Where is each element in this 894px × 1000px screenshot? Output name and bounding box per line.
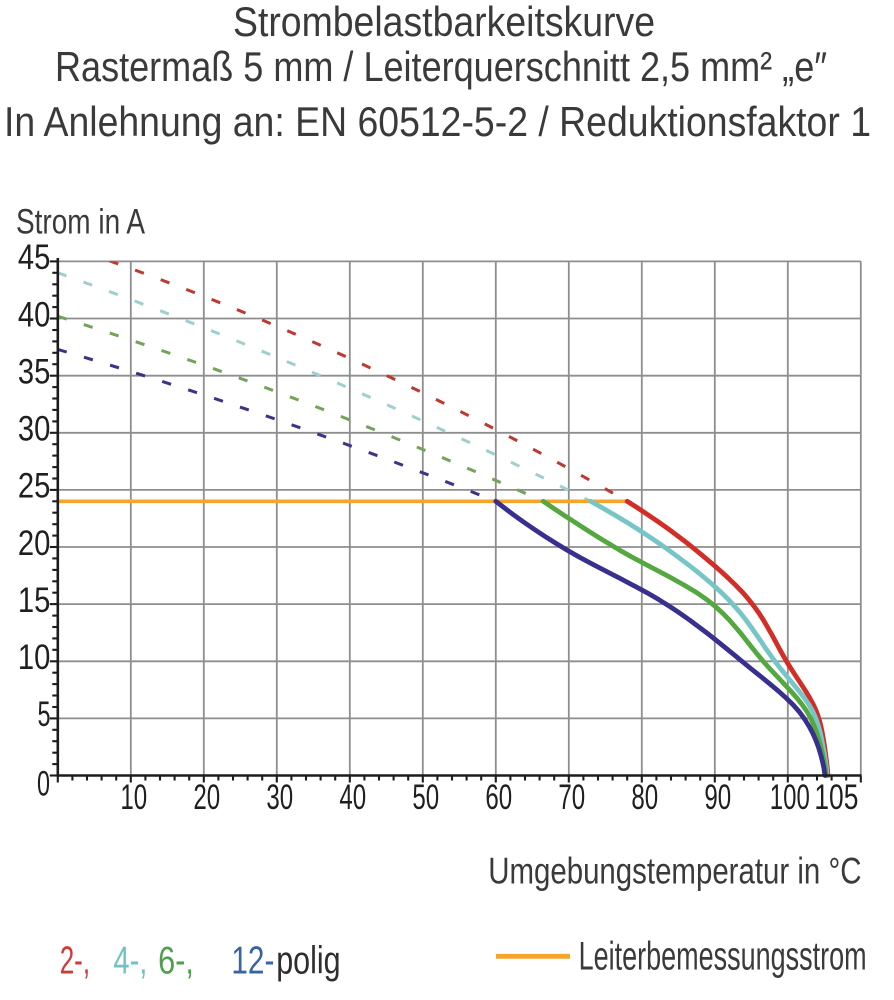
svg-text:100: 100: [770, 778, 810, 817]
svg-text:25: 25: [18, 467, 51, 506]
svg-text:45: 45: [18, 238, 51, 277]
svg-text:5: 5: [38, 695, 51, 734]
svg-text:90: 90: [704, 778, 731, 817]
svg-text:12-: 12-: [231, 939, 274, 982]
svg-text:Umgebungstemperatur in °C: Umgebungstemperatur in °C: [488, 851, 861, 892]
svg-text:30: 30: [18, 410, 51, 449]
svg-text:15: 15: [18, 581, 51, 620]
svg-text:20: 20: [18, 524, 51, 563]
svg-text:30: 30: [266, 778, 293, 817]
svg-text:40: 40: [339, 778, 366, 817]
svg-text:Strom in A: Strom in A: [16, 203, 146, 242]
svg-text:105: 105: [814, 778, 858, 817]
svg-text:40: 40: [18, 295, 51, 334]
svg-text:0: 0: [37, 765, 50, 804]
svg-text:50: 50: [412, 778, 439, 817]
svg-text:10: 10: [120, 778, 147, 817]
svg-text:6-,: 6-,: [158, 939, 194, 982]
svg-text:70: 70: [558, 778, 585, 817]
svg-text:polig: polig: [276, 939, 340, 982]
svg-text:Leiterbemessungsstrom: Leiterbemessungsstrom: [579, 935, 867, 979]
svg-text:4-,: 4-,: [113, 939, 147, 982]
svg-text:80: 80: [631, 778, 658, 817]
svg-text:Strombelastbarkeitskurve: Strombelastbarkeitskurve: [233, 0, 655, 45]
svg-text:10: 10: [18, 638, 51, 677]
svg-text:In Anlehnung an: EN 60512-5-2: In Anlehnung an: EN 60512-5-2 / Reduktio…: [4, 98, 871, 145]
svg-text:60: 60: [485, 778, 512, 817]
svg-text:2-,: 2-,: [60, 939, 90, 982]
svg-text:20: 20: [193, 778, 220, 817]
svg-text:35: 35: [18, 353, 51, 392]
svg-text:Rastermaß 5 mm / Leiterquersch: Rastermaß 5 mm / Leiterquerschnitt 2,5 m…: [55, 43, 827, 90]
